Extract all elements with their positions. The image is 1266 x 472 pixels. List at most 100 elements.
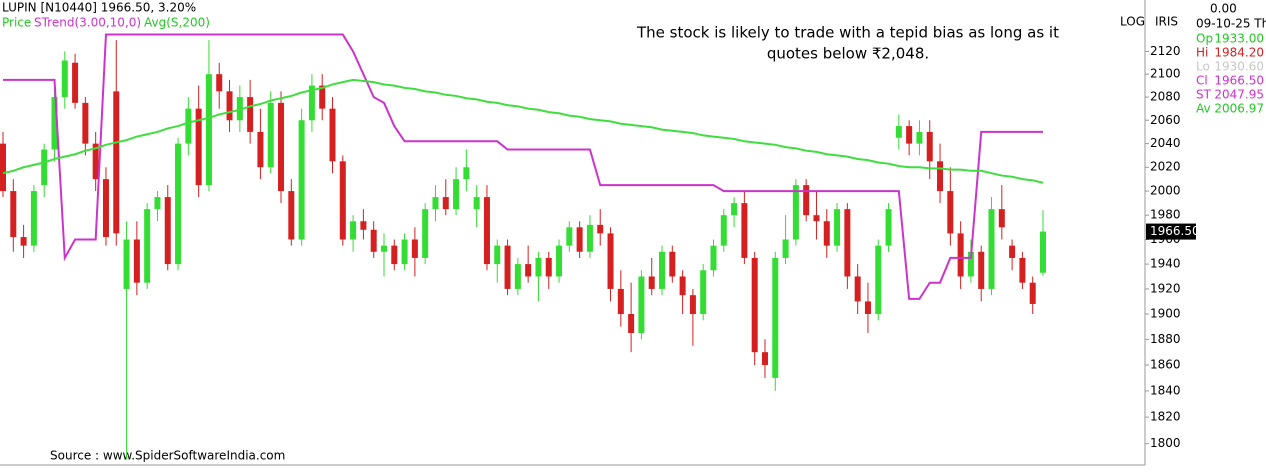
- y-tick-label: 2020: [1150, 160, 1181, 174]
- candle-body: [51, 97, 58, 150]
- candle-body: [30, 191, 37, 246]
- candle-body: [679, 276, 686, 296]
- candle-body: [236, 97, 243, 121]
- candle-body: [638, 276, 645, 334]
- candle-body: [267, 102, 274, 168]
- indicator-line: [2, 78, 1044, 184]
- panel-label: Cl: [1196, 74, 1208, 88]
- panel-value: 1930.60: [1214, 60, 1264, 74]
- candle-body: [514, 264, 521, 289]
- candle-body: [813, 215, 820, 222]
- indicator-line: [3, 33, 1043, 300]
- legend-item: Price: [2, 16, 31, 30]
- candle-body: [164, 197, 171, 265]
- candle-body: [350, 221, 357, 240]
- y-tick-label: 1900: [1150, 307, 1181, 321]
- candle-body: [278, 102, 285, 192]
- change: 0.00: [1210, 2, 1237, 16]
- annotation: The stock is likely to trade with a tepi…: [636, 24, 1059, 42]
- candle-body: [247, 97, 254, 132]
- candle-body: [545, 257, 552, 277]
- y-tick-label: 1980: [1150, 208, 1181, 222]
- candle-body: [102, 179, 109, 238]
- candle-body: [731, 203, 738, 216]
- panel-label: Hi: [1196, 46, 1208, 60]
- candle-body: [834, 209, 841, 246]
- candle-body: [483, 197, 490, 265]
- candle-body: [1009, 245, 1016, 258]
- candle-body: [226, 91, 233, 121]
- candle-body: [720, 215, 727, 246]
- y-tick-label: 1840: [1150, 383, 1181, 397]
- candle-body: [113, 91, 120, 234]
- candle-body: [360, 221, 367, 230]
- candle-body: [61, 60, 68, 98]
- candle-body: [854, 276, 861, 302]
- y-tick-label: 1920: [1150, 281, 1181, 295]
- scale-label: LOG: [1120, 15, 1145, 29]
- panel-value: 1984.20: [1214, 46, 1264, 60]
- candle-body: [20, 237, 27, 246]
- candle-body: [566, 227, 573, 246]
- legend-item: STrend(3.00,10,0): [34, 16, 141, 30]
- candle-body: [442, 197, 449, 210]
- candle-body: [628, 314, 635, 334]
- candle-body: [133, 239, 140, 283]
- candle-body: [782, 239, 789, 258]
- candle-body: [525, 264, 532, 277]
- candle-body: [607, 233, 614, 289]
- y-tick-label: 1820: [1150, 410, 1181, 424]
- candle-body: [648, 276, 655, 289]
- candle-body: [195, 108, 202, 186]
- candle-body: [597, 224, 604, 234]
- candle-body: [370, 229, 377, 252]
- candle-body: [422, 209, 429, 258]
- candle-body: [298, 120, 305, 240]
- candle-body: [689, 295, 696, 315]
- y-tick-label: 1880: [1150, 332, 1181, 346]
- candle-body: [72, 62, 79, 103]
- candle-body: [906, 126, 913, 144]
- candle-body: [710, 245, 717, 271]
- candle-body: [329, 108, 336, 162]
- candle-body: [92, 143, 99, 180]
- candle-body: [175, 143, 182, 265]
- panel-value: 2047.95: [1214, 88, 1264, 102]
- last-price-box: [1146, 223, 1196, 240]
- candle-body: [967, 251, 974, 277]
- candle-body: [453, 179, 460, 210]
- candle-body: [205, 74, 212, 186]
- candle-body: [792, 185, 799, 240]
- candle-body: [432, 197, 439, 210]
- candle-body: [741, 203, 748, 258]
- source: Source : www.SpiderSoftwareIndia.com: [50, 449, 285, 463]
- candle-body: [700, 270, 707, 315]
- candle-body: [339, 161, 346, 240]
- candle-body: [41, 149, 48, 186]
- panel-value: 1966.50: [1214, 74, 1264, 88]
- candle-body: [535, 257, 542, 277]
- candle-body: [216, 74, 223, 92]
- candle-body: [576, 227, 583, 252]
- y-tick-label: 1860: [1150, 358, 1181, 372]
- candle-body: [947, 191, 954, 234]
- candle-body: [761, 352, 768, 366]
- panel-value: 1933.00: [1214, 32, 1264, 46]
- candle-body: [319, 85, 326, 109]
- y-tick-label: 2000: [1150, 184, 1181, 198]
- candle-body: [288, 191, 295, 240]
- y-tick-label: 2040: [1150, 136, 1181, 150]
- candle-body: [586, 224, 593, 252]
- candle-body: [823, 221, 830, 246]
- candle-body: [401, 239, 408, 265]
- date: 09-10-25 Th: [1196, 17, 1266, 31]
- y-tick-label: 2120: [1150, 44, 1181, 58]
- y-tick-label: 2100: [1150, 67, 1181, 81]
- candle-body: [885, 209, 892, 246]
- candle-body: [957, 233, 964, 277]
- candle-body: [380, 245, 387, 252]
- candle-body: [10, 191, 17, 238]
- candle-body: [556, 245, 563, 277]
